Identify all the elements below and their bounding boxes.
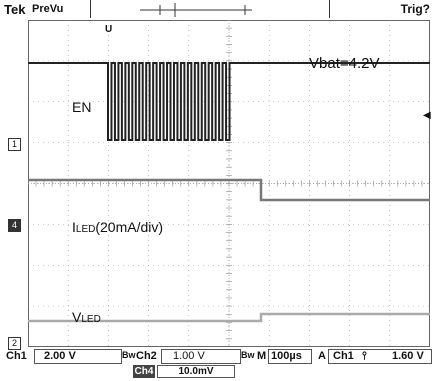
record-view-indicator [140, 3, 252, 17]
en-label: EN [72, 99, 92, 115]
trigger-mode[interactable]: A [318, 350, 326, 362]
timebase-label: M [257, 350, 267, 362]
ch1-ground-marker[interactable]: 1 [8, 138, 21, 151]
timebase-value: 100µs [271, 350, 302, 362]
graticule [28, 20, 430, 347]
ch4-label: Ch4 [133, 365, 155, 378]
iled-label-rest: (20mA/div) [95, 219, 164, 235]
trigger-slope-icon: ⫯ [362, 350, 367, 362]
vled-label-sub: LED [81, 314, 101, 325]
ch1-label[interactable]: Ch1 [6, 350, 27, 362]
trigger-status: Trig? [400, 2, 430, 16]
vled-label-main: V [72, 309, 82, 325]
ch2-scale-box[interactable] [161, 349, 241, 364]
iled-label-main: I [72, 219, 76, 235]
ch2-ground-marker[interactable]: 2 [8, 337, 21, 350]
iled-label-sub: LED [75, 224, 96, 235]
timebase-box[interactable] [268, 349, 312, 364]
ch4-ground-marker[interactable]: 4 [8, 219, 21, 232]
trigger-box[interactable] [328, 349, 432, 364]
waveform-display[interactable]: Vbat=4.2V EN ILED(20mA/div) VLED [28, 20, 430, 347]
vled-trace [28, 312, 430, 323]
trigger-level-arrow: ◀ [423, 110, 431, 121]
settings-bar: Ch1 2.00 V Bw Ch2 1.00 V Bw M 100µs A Ch… [0, 347, 436, 381]
acquisition-mode: PreVu [32, 3, 64, 15]
iled-label: ILED(20mA/div) [72, 219, 163, 235]
ch1-scale: 2.00 V [44, 350, 76, 362]
trigger-level: 1.60 V [392, 350, 424, 362]
status-bar: Tek PreVu Trig? [0, 0, 436, 20]
vbat-annotation: Vbat=4.2V [309, 55, 380, 72]
ch1-scale-box[interactable] [34, 349, 122, 364]
vled-label: VLED [72, 309, 101, 325]
trigger-position-marker[interactable]: U [105, 24, 113, 35]
divider [329, 0, 330, 18]
bandwidth-icon: Bw [122, 350, 136, 360]
ch4-scale: 10.0mV [157, 365, 235, 378]
en-trace [28, 62, 430, 141]
brand-logo: Tek [4, 2, 26, 17]
divider [90, 0, 91, 18]
ch2-label[interactable]: Ch2 [136, 350, 157, 362]
iled-trace [28, 178, 430, 202]
bandwidth-icon: Bw [241, 350, 255, 360]
trigger-source: Ch1 [333, 350, 354, 362]
ch2-scale: 1.00 V [173, 350, 205, 362]
